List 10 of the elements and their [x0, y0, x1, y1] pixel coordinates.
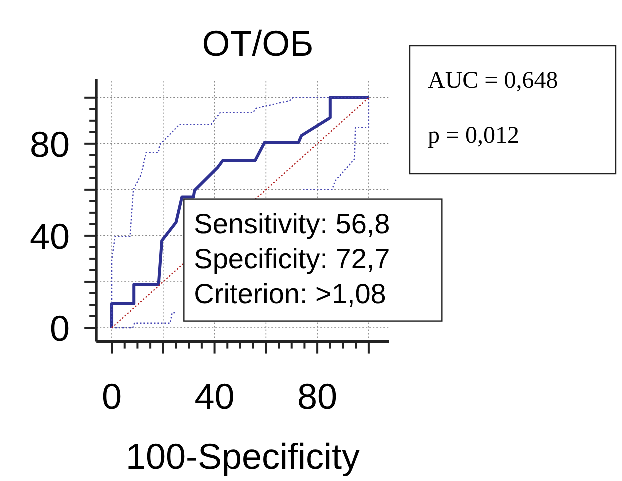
- chart-title: ОТ/ОБ: [202, 23, 314, 64]
- x-tick-label: 80: [298, 376, 338, 417]
- y-tick-label: 40: [30, 216, 70, 257]
- y-tick-label: 80: [30, 124, 70, 165]
- text: AUC = 0,648 p = 0,012: [428, 68, 558, 149]
- y-tick-label: 0: [50, 308, 70, 349]
- annotation: Sensitivity: 56,8 Specificity: 72,7 Criterion: >1,08: [194, 208, 390, 310]
- x-tick-label: 40: [194, 376, 235, 417]
- x-axis-title: 100-Specificity: [126, 436, 360, 477]
- x-tick-label: 0: [102, 376, 122, 417]
